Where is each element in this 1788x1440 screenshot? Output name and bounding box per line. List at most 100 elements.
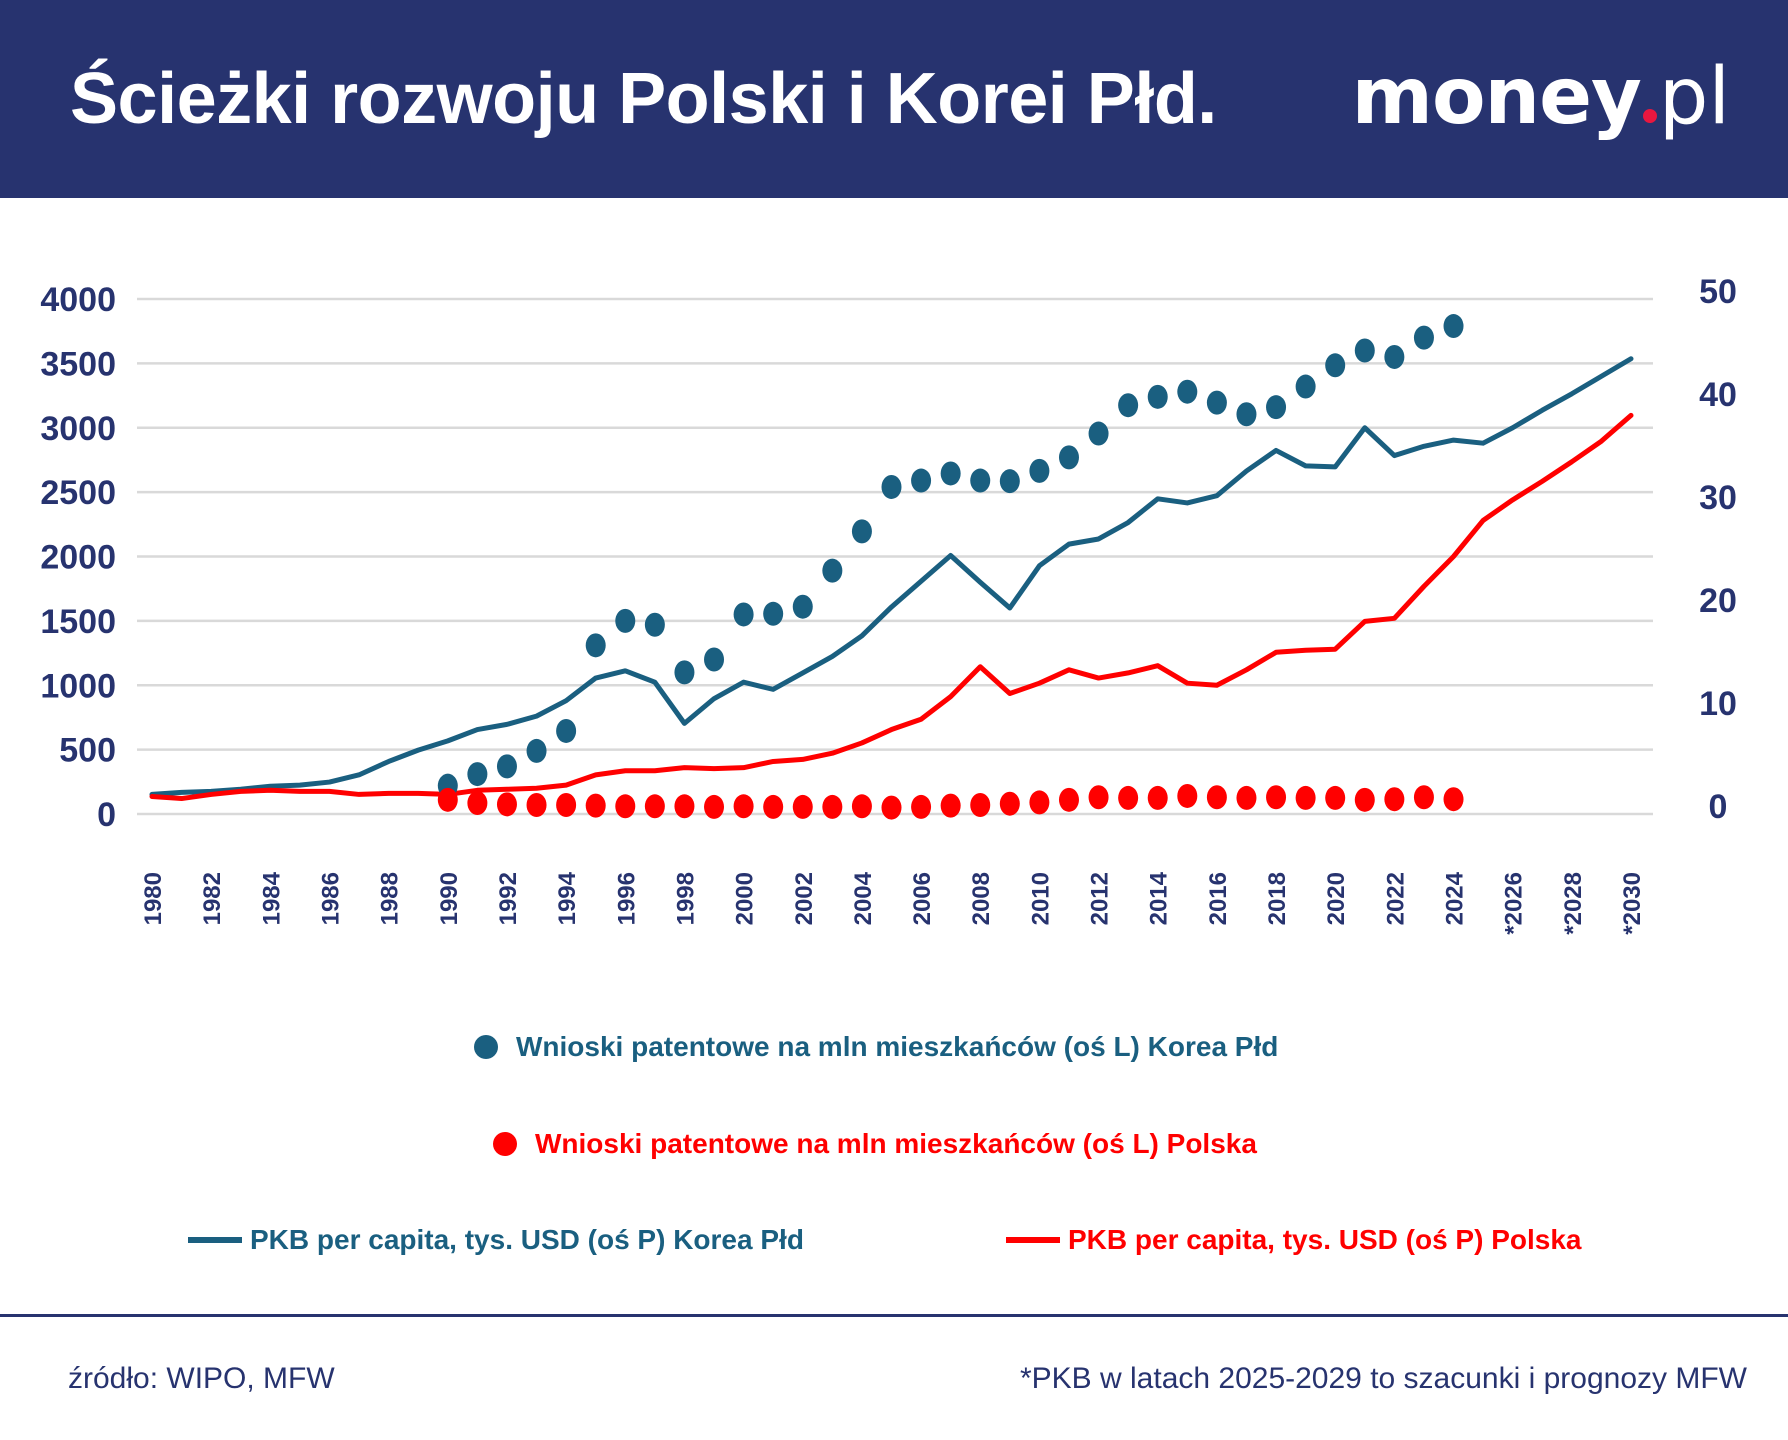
scatter-point-0 (1088, 421, 1109, 446)
scatter-point-0 (467, 762, 488, 787)
legend-line-icon (1006, 1237, 1060, 1243)
scatter-point-1 (704, 794, 725, 819)
left-axis-tick-label: 2500 (40, 474, 116, 512)
scatter-point-0 (792, 594, 813, 619)
x-axis-tick-label: 2016 (1205, 872, 1232, 925)
scatter-point-1 (556, 792, 577, 817)
legend-label: Wnioski patentowe na mln mieszkańców (oś… (535, 1128, 1257, 1159)
scatter-point-1 (940, 793, 961, 818)
scatter-point-0 (1266, 395, 1287, 420)
legend-korea-patents: Wnioski patentowe na mln mieszkańców (oś… (474, 1031, 1278, 1063)
x-axis-tick-label: 2014 (1146, 871, 1173, 925)
x-axis-tick-label: 2024 (1442, 871, 1469, 925)
x-axis-tick-label: 2012 (1087, 872, 1114, 925)
scatter-point-0 (1118, 393, 1139, 418)
series-line-2 (149, 356, 1634, 797)
x-axis-tick-label: 2022 (1382, 872, 1409, 925)
x-axis-tick-label: 2000 (732, 872, 759, 925)
scatter-point-1 (1354, 787, 1375, 812)
scatter-point-1 (1088, 785, 1109, 810)
logo-suffix: pl (1658, 52, 1730, 142)
scatter-point-0 (496, 754, 517, 779)
scatter-point-1 (467, 791, 488, 816)
forecast-note: *PKB w latach 2025-2029 to szacunki i pr… (1019, 1362, 1747, 1395)
x-axis-tick-label: *2030 (1619, 872, 1646, 935)
left-axis-tick-label: 1500 (40, 603, 116, 641)
scatter-point-1 (1443, 787, 1464, 812)
x-axis-tick-label: 2018 (1264, 872, 1291, 925)
x-axis-tick-label: 2010 (1027, 872, 1054, 925)
legend-label: PKB per capita, tys. USD (oś P) Polska (1068, 1224, 1582, 1255)
x-axis-tick-label: 1992 (495, 872, 522, 925)
legend-dot-icon (493, 1132, 517, 1156)
x-axis-tick-label: 1990 (436, 872, 463, 925)
left-axis-tick-label: 3500 (40, 345, 116, 383)
x-axis-tick-label: 2006 (909, 872, 936, 925)
left-axis-tick-label: 4000 (40, 281, 116, 319)
scatter-point-0 (970, 468, 991, 493)
left-axis-tick-label: 1000 (40, 667, 116, 705)
scatter-point-1 (970, 792, 991, 817)
scatter-point-0 (1354, 338, 1375, 363)
x-axis-tick-label: 1986 (317, 872, 344, 925)
money-pl-logo: money pl (1352, 52, 1730, 142)
scatter-point-0 (556, 718, 577, 743)
scatter-point-0 (763, 601, 784, 626)
x-axis-tick-label: 2020 (1323, 872, 1350, 925)
scatter-point-1 (1206, 785, 1227, 810)
legend-label: PKB per capita, tys. USD (oś P) Korea Pł… (250, 1224, 804, 1255)
right-axis-tick-label: 50 (1699, 273, 1737, 311)
scatter-point-0 (704, 647, 725, 672)
scatter-point-0 (1029, 458, 1050, 483)
legend-label: Wnioski patentowe na mln mieszkańców (oś… (516, 1031, 1279, 1062)
scatter-point-1 (644, 794, 665, 819)
scatter-point-0 (1384, 344, 1405, 369)
scatter-point-0 (1413, 325, 1434, 350)
x-axis-tick-label: 1996 (613, 872, 640, 925)
scatter-point-0 (940, 461, 961, 486)
scatter-point-1 (792, 794, 813, 819)
scatter-point-1 (437, 787, 458, 812)
scatter-point-1 (1325, 785, 1346, 810)
logo-dot (1642, 109, 1657, 123)
scatter-point-0 (1325, 353, 1346, 378)
x-axis-tick-label: 1994 (554, 871, 581, 925)
x-axis-tick-label: 1982 (199, 872, 226, 925)
scatter-point-0 (615, 608, 636, 633)
x-axis-tick-label: 2008 (968, 872, 995, 925)
scatter-point-1 (822, 794, 843, 819)
scatter-point-0 (585, 633, 606, 658)
scatter-point-0 (733, 602, 754, 627)
legend-dot-icon (474, 1035, 498, 1059)
right-axis-tick-label: 30 (1699, 479, 1737, 517)
page-title: Ścieżki rozwoju Polski i Korei Płd. (70, 59, 1217, 139)
left-axis-tick-label: 500 (59, 732, 116, 770)
scatter-point-1 (733, 794, 754, 819)
x-axis-tick-label: 1998 (672, 872, 699, 925)
scatter-point-0 (644, 612, 665, 637)
scatter-point-1 (1118, 785, 1139, 810)
scatter-point-1 (1236, 785, 1257, 810)
x-axis-tick-label: 1984 (258, 871, 285, 925)
right-axis-tick-label: 0 (1709, 788, 1728, 826)
right-axis-tick-label: 10 (1699, 685, 1737, 723)
scatter-point-1 (496, 792, 517, 817)
x-axis-tick-label: 1988 (377, 872, 404, 925)
header-banner: Ścieżki rozwoju Polski i Korei Płd. mone… (0, 0, 1788, 198)
scatter-point-0 (1147, 384, 1168, 409)
logo-main: money (1351, 52, 1642, 142)
chart: 0 500 1000 1500 2000 2500 3000 3500 4000 0 10 20 30 4… (40, 273, 1737, 935)
scatter-point-1 (1147, 785, 1168, 810)
scatter-point-0 (1206, 390, 1227, 415)
divider (0, 1314, 1788, 1317)
scatter-point-0 (1177, 379, 1198, 404)
x-axis-tick-label: 2002 (791, 872, 818, 925)
scatter-point-1 (1384, 787, 1405, 812)
scatter-point-0 (911, 468, 932, 493)
legend-line-icon (188, 1237, 242, 1243)
x-axis-tick-label: 1980 (140, 872, 167, 925)
scatter-point-0 (1443, 314, 1464, 339)
scatter-point-1 (1413, 785, 1434, 810)
scatter-point-1 (1058, 787, 1079, 812)
left-axis-tick-label: 0 (97, 796, 116, 834)
